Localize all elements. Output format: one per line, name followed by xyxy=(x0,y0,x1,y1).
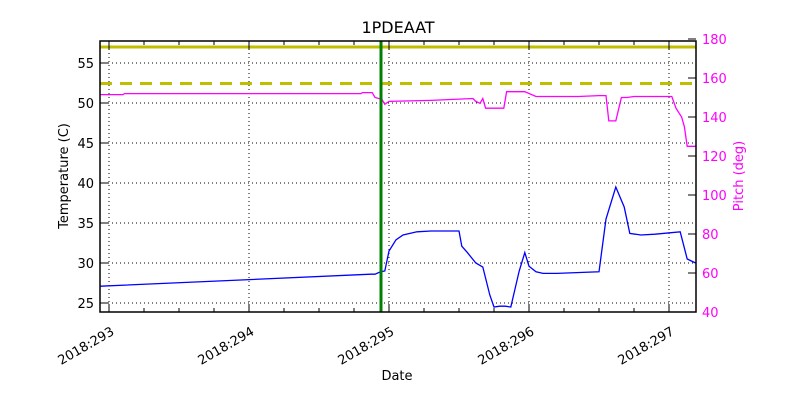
chart-title: 1PDEAAT xyxy=(361,18,434,37)
y-right-tick-label: 40 xyxy=(702,306,719,321)
x-tick-label: 2018:296 xyxy=(476,324,537,368)
y-left-tick-label: 30 xyxy=(77,257,94,272)
x-tick-label: 2018:294 xyxy=(196,324,257,368)
y-right-tick-labels: 40 60 80 100 120 140 160 180 xyxy=(702,33,727,321)
plot-frame xyxy=(99,40,697,313)
y-right-tick-label: 80 xyxy=(702,228,719,243)
temperature-series-line xyxy=(100,185,696,308)
x-axis-label: Date xyxy=(381,369,412,384)
x-tick-label: 2018:295 xyxy=(336,324,397,368)
y-axis-right-label: Pitch (deg) xyxy=(732,141,747,211)
plot-area xyxy=(99,40,697,313)
x-tick-labels: 2018:293 2018:294 2018:295 2018:296 2018:297 xyxy=(56,324,677,368)
y-left-tick-label: 55 xyxy=(77,57,94,72)
y-axis-left-label: Temperature (C) xyxy=(57,123,72,230)
y-left-tick-label: 25 xyxy=(77,297,94,312)
y-left-tick-label: 35 xyxy=(77,217,94,232)
y-left-tick-label: 45 xyxy=(77,137,94,152)
x-tick-label: 2018:297 xyxy=(616,324,677,368)
y-right-tick-label: 140 xyxy=(702,111,727,126)
grid-lines xyxy=(100,41,696,312)
y-left-tick-label: 40 xyxy=(77,177,94,192)
y-right-tick-label: 180 xyxy=(702,33,727,48)
y-left-tick-label: 50 xyxy=(77,97,94,112)
y-right-tick-label: 100 xyxy=(702,189,727,204)
y-right-tick-label: 120 xyxy=(702,150,727,165)
pitch-series-line xyxy=(100,91,696,147)
axis-ticks xyxy=(100,38,696,313)
y-right-tick-label: 160 xyxy=(702,72,727,87)
x-tick-label: 2018:293 xyxy=(56,324,117,368)
y-right-tick-label: 60 xyxy=(702,267,719,282)
y-left-tick-labels: 25 30 35 40 45 50 55 xyxy=(77,57,94,312)
